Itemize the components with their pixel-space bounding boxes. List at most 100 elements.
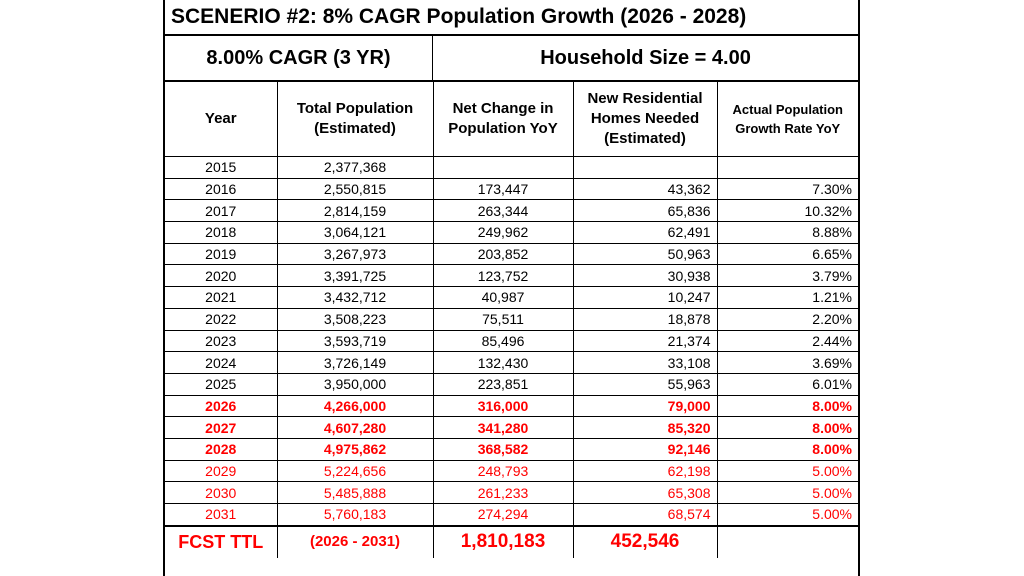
cell-net-change: 341,280 — [432, 416, 574, 439]
cell-net-change: 123,752 — [432, 264, 574, 288]
cell-growth: 5.00% — [716, 481, 858, 504]
cell-net-change: 368,582 — [432, 437, 574, 461]
cell-homes: 50,963 — [572, 242, 718, 266]
cell-population: 3,726,149 — [276, 351, 434, 374]
cell-net-change: 261,233 — [432, 481, 574, 504]
cell-year: 2016 — [165, 177, 278, 201]
cell-year: 2028 — [165, 437, 278, 461]
spreadsheet-table: SCENERIO #2: 8% CAGR Population Growth (… — [163, 0, 860, 576]
table-row: 2017 2,814,159 263,344 65,836 10.32% — [165, 199, 858, 223]
table-row: 2018 3,064,121 249,962 62,491 8.88% — [165, 221, 858, 244]
cell-net-change: 248,793 — [432, 459, 574, 483]
cell-population: 5,485,888 — [276, 481, 434, 504]
cell-homes — [572, 156, 718, 179]
cell-net-change: 223,851 — [432, 372, 574, 396]
cagr-label: 8.00% CAGR (3 YR) — [165, 36, 433, 80]
cell-year: 2027 — [165, 416, 278, 439]
cell-population: 5,760,183 — [276, 502, 434, 527]
cell-growth: 2.44% — [716, 329, 858, 353]
cell-growth: 8.88% — [716, 221, 858, 244]
cell-homes: 43,362 — [572, 177, 718, 201]
header-homes-line: Homes Needed — [590, 110, 700, 127]
cell-homes: 68,574 — [572, 502, 718, 527]
table-row: 2020 3,391,725 123,752 30,938 3.79% — [165, 264, 858, 288]
cell-population: 4,607,280 — [276, 416, 434, 439]
cell-year: 2020 — [165, 264, 278, 288]
cell-growth: 2.20% — [716, 307, 858, 331]
cell-growth: 6.01% — [716, 372, 858, 396]
cell-year: 2029 — [165, 459, 278, 483]
cell-homes: 21,374 — [572, 329, 718, 353]
cell-growth: 10.32% — [716, 199, 858, 223]
header-net-change: Net Change in Population YoY — [432, 82, 574, 157]
table-row: 2030 5,485,888 261,233 65,308 5.00% — [165, 481, 858, 504]
header-growth: Actual Population Growth Rate YoY — [716, 82, 858, 157]
cell-homes: 85,320 — [572, 416, 718, 439]
cell-population: 3,950,000 — [276, 372, 434, 396]
cell-year: 2031 — [165, 502, 278, 527]
cell-net-change: 316,000 — [432, 394, 574, 418]
total-row: FCST TTL (2026 - 2031) 1,810,183 452,546 — [165, 524, 858, 558]
cell-homes: 30,938 — [572, 264, 718, 288]
table-row: 2027 4,607,280 341,280 85,320 8.00% — [165, 416, 858, 439]
cell-growth: 3.69% — [716, 351, 858, 374]
cell-homes: 18,878 — [572, 307, 718, 331]
cell-homes: 55,963 — [572, 372, 718, 396]
cell-year: 2021 — [165, 286, 278, 309]
table-row: 2031 5,760,183 274,294 68,574 5.00% — [165, 502, 858, 527]
cell-homes: 92,146 — [572, 437, 718, 461]
cell-year: 2015 — [165, 156, 278, 179]
table-row: 2028 4,975,862 368,582 92,146 8.00% — [165, 437, 858, 461]
total-label: FCST TTL — [165, 524, 278, 558]
header-homes-line: New Residential — [587, 90, 703, 107]
cell-year: 2024 — [165, 351, 278, 374]
cell-growth: 3.79% — [716, 264, 858, 288]
population-table: Year Total Population (Estimated) Net Ch… — [165, 82, 858, 558]
household-size-label: Household Size = 4.00 — [540, 46, 751, 69]
cell-population: 3,432,712 — [276, 286, 434, 309]
cell-year: 2030 — [165, 481, 278, 504]
cell-growth: 5.00% — [716, 459, 858, 483]
cell-homes: 10,247 — [572, 286, 718, 309]
cell-homes: 62,491 — [572, 221, 718, 244]
cell-net-change: 75,511 — [432, 307, 574, 331]
table-row: 2026 4,266,000 316,000 79,000 8.00% — [165, 394, 858, 418]
header-growth-line: Actual Population — [732, 102, 844, 117]
cell-growth: 8.00% — [716, 394, 858, 418]
cell-homes: 65,308 — [572, 481, 718, 504]
table-row: 2021 3,432,712 40,987 10,247 1.21% — [165, 286, 858, 309]
cell-growth: 8.00% — [716, 416, 858, 439]
header-year: Year — [165, 82, 278, 157]
total-homes: 452,546 — [572, 524, 718, 558]
header-net-change-line: Population YoY — [448, 120, 558, 137]
cell-net-change: 173,447 — [432, 177, 574, 201]
table-body: 2015 2,377,368 2016 2,550,815 173,447 43,362 7… — [165, 156, 858, 527]
cell-growth: 1.21% — [716, 286, 858, 309]
header-year-text: Year — [204, 110, 237, 127]
table-row: 2025 3,950,000 223,851 55,963 6.01% — [165, 372, 858, 396]
cell-population: 3,064,121 — [276, 221, 434, 244]
cell-year: 2017 — [165, 199, 278, 223]
cell-population: 3,267,973 — [276, 242, 434, 266]
cell-year: 2023 — [165, 329, 278, 353]
cell-population: 3,391,725 — [276, 264, 434, 288]
cell-net-change: 85,496 — [432, 329, 574, 353]
cell-population: 3,508,223 — [276, 307, 434, 331]
header-growth-line: Growth Rate YoY — [735, 121, 841, 136]
cell-population: 5,224,656 — [276, 459, 434, 483]
cell-population: 4,266,000 — [276, 394, 434, 418]
total-net-change: 1,810,183 — [432, 524, 574, 558]
cell-population: 2,377,368 — [276, 156, 434, 179]
cell-population: 2,550,815 — [276, 177, 434, 201]
sheet-title: SCENERIO #2: 8% CAGR Population Growth (… — [165, 0, 858, 36]
header-homes-line: (Estimated) — [604, 130, 686, 147]
cell-net-change: 132,430 — [432, 351, 574, 374]
cell-net-change: 249,962 — [432, 221, 574, 244]
cell-year: 2018 — [165, 221, 278, 244]
subheader-row: 8.00% CAGR (3 YR) Household Size = 4.00 — [165, 36, 858, 82]
table-row: 2024 3,726,149 132,430 33,108 3.69% — [165, 351, 858, 374]
header-population: Total Population (Estimated) — [276, 82, 434, 157]
cell-population: 3,593,719 — [276, 329, 434, 353]
cell-population: 2,814,159 — [276, 199, 434, 223]
table-row: 2022 3,508,223 75,511 18,878 2.20% — [165, 307, 858, 331]
